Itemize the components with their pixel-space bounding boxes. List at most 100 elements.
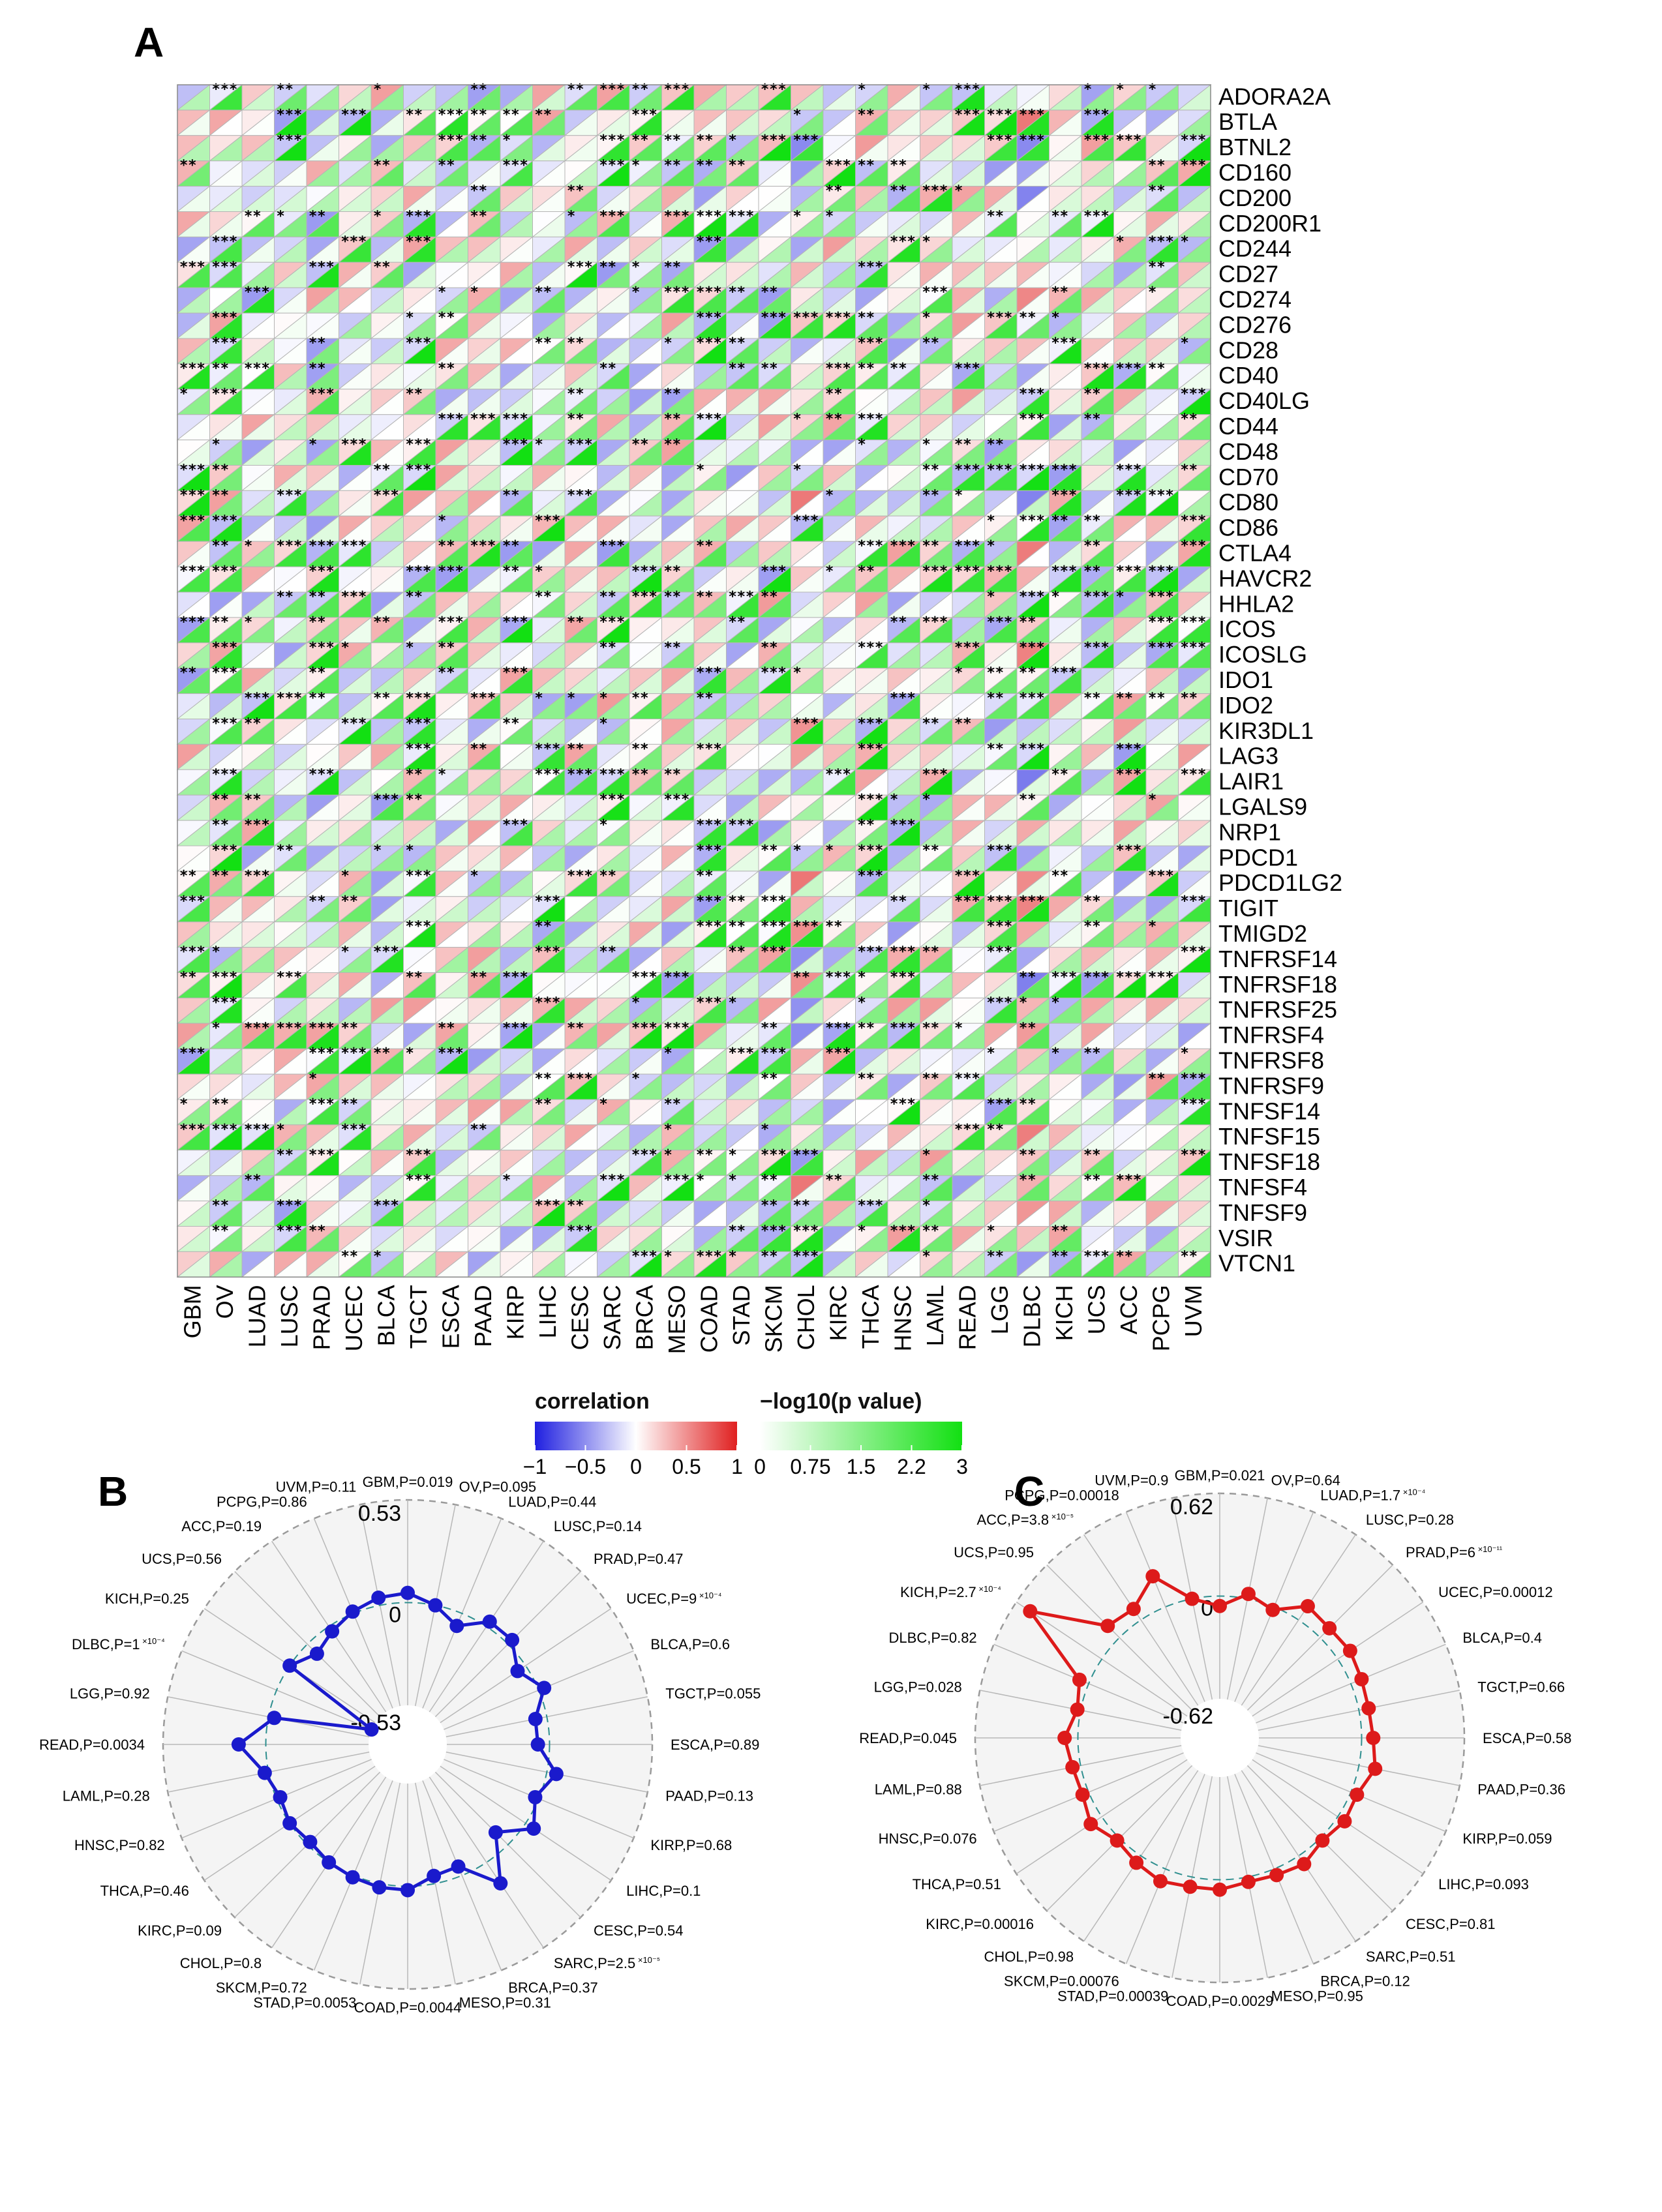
significance-mark: ***: [406, 209, 432, 225]
significance-mark: ***: [1181, 944, 1207, 961]
radar-axis-label: CESC,P=0.54: [594, 1922, 684, 1939]
significance-mark: **: [502, 716, 520, 732]
significance-mark: ***: [793, 1248, 819, 1264]
significance-mark: ***: [664, 1020, 690, 1036]
cancer-label: PRAD: [309, 1285, 335, 1350]
significance-mark: **: [535, 335, 552, 351]
legend-tick-label: 3: [956, 1455, 968, 1478]
significance-mark: *: [954, 487, 963, 503]
significance-mark: *: [1181, 233, 1189, 250]
significance-mark: **: [535, 284, 552, 301]
significance-mark: **: [696, 538, 714, 554]
significance-mark: **: [922, 716, 940, 732]
significance-mark: **: [858, 1071, 875, 1087]
significance-mark: ***: [502, 1020, 528, 1036]
significance-mark: ***: [212, 640, 238, 656]
significance-mark: *: [599, 1096, 608, 1113]
gene-label: LAIR1: [1218, 768, 1284, 795]
significance-mark: *: [212, 1020, 220, 1036]
significance-mark: ***: [922, 766, 948, 783]
significance-mark: **: [696, 868, 714, 884]
radar-axis-label: UCS,P=0.56: [142, 1551, 222, 1567]
cancer-label: OV: [211, 1285, 238, 1319]
radar-point: [303, 1834, 318, 1849]
significance-mark: ***: [212, 386, 238, 402]
radar-point: [1110, 1833, 1125, 1848]
significance-mark: ***: [761, 893, 787, 910]
significance-mark: **: [502, 487, 520, 503]
significance-mark: ***: [729, 589, 755, 605]
radar-point: [231, 1737, 246, 1752]
radar-point: [505, 1632, 520, 1647]
significance-mark: **: [1019, 1096, 1036, 1113]
significance-mark: **: [761, 1248, 778, 1264]
significance-mark: **: [664, 386, 682, 402]
significance-mark: **: [470, 183, 488, 200]
significance-mark: *: [406, 640, 414, 656]
significance-mark: ***: [341, 716, 367, 732]
radar-axis-label: KIRP,P=0.059: [1462, 1831, 1552, 1847]
panel-label-c: C: [1014, 1468, 1045, 1515]
significance-mark: **: [761, 1071, 778, 1087]
significance-mark: ***: [954, 82, 980, 98]
legend-tick-label: 0: [754, 1455, 766, 1478]
significance-mark: ***: [761, 563, 787, 580]
significance-mark: **: [309, 589, 326, 605]
significance-mark: ***: [761, 944, 787, 961]
radar-axis-label: LIHC,P=0.093: [1438, 1876, 1529, 1892]
significance-mark: ***: [631, 970, 657, 986]
significance-mark: ***: [954, 1071, 980, 1087]
legend-tick-label: −0.5: [565, 1455, 606, 1478]
significance-mark: *: [761, 1122, 769, 1138]
significance-mark: ***: [535, 741, 561, 757]
cancer-label: LUAD: [244, 1285, 271, 1347]
significance-mark: ***: [696, 994, 722, 1011]
significance-mark: ***: [212, 259, 238, 275]
cancer-label: LUSC: [276, 1285, 303, 1347]
significance-mark: ***: [179, 259, 205, 275]
significance-mark: **: [1083, 1045, 1101, 1062]
significance-mark: ***: [922, 563, 948, 580]
significance-mark: *: [599, 716, 608, 732]
significance-mark: *: [470, 284, 479, 301]
radar-point: [1368, 1761, 1383, 1776]
significance-mark: ***: [890, 233, 916, 250]
significance-mark: **: [277, 82, 294, 98]
significance-mark: ***: [599, 538, 626, 554]
significance-mark: ***: [277, 970, 303, 986]
significance-mark: **: [1083, 538, 1101, 554]
significance-mark: *: [793, 843, 802, 859]
significance-mark: ***: [631, 1147, 657, 1163]
significance-mark: ***: [987, 462, 1013, 479]
significance-mark: ***: [567, 1071, 593, 1087]
significance-mark: ***: [277, 487, 303, 503]
significance-mark: **: [179, 868, 197, 884]
significance-mark: ***: [664, 82, 690, 98]
gene-label: CD276: [1218, 311, 1292, 338]
radar-point: [530, 1737, 545, 1752]
significance-mark: ***: [309, 1147, 335, 1163]
radar-point: [493, 1876, 508, 1891]
radar-point: [1083, 1817, 1098, 1832]
radar-point: [1057, 1731, 1072, 1745]
significance-mark: **: [373, 1045, 391, 1062]
significance-mark: **: [696, 589, 714, 605]
significance-mark: ***: [341, 538, 367, 554]
significance-mark: **: [1019, 970, 1036, 986]
significance-mark: ***: [212, 994, 238, 1011]
significance-mark: ***: [1083, 107, 1110, 123]
significance-mark: *: [890, 792, 898, 808]
radar-point: [1072, 1672, 1087, 1687]
radar-axis-label: KIRP,P=0.68: [650, 1837, 732, 1853]
significance-mark: ***: [406, 335, 432, 351]
significance-mark: **: [470, 1122, 488, 1138]
significance-mark: **: [373, 614, 391, 631]
significance-mark: ***: [212, 766, 238, 783]
radar-point: [322, 1855, 337, 1870]
significance-mark: ***: [696, 1248, 722, 1264]
gene-label: TNFSF4: [1218, 1174, 1307, 1201]
significance-mark: **: [1051, 766, 1069, 783]
significance-mark: ***: [277, 107, 303, 123]
significance-mark: ***: [1181, 513, 1207, 529]
significance-mark: *: [696, 462, 704, 479]
